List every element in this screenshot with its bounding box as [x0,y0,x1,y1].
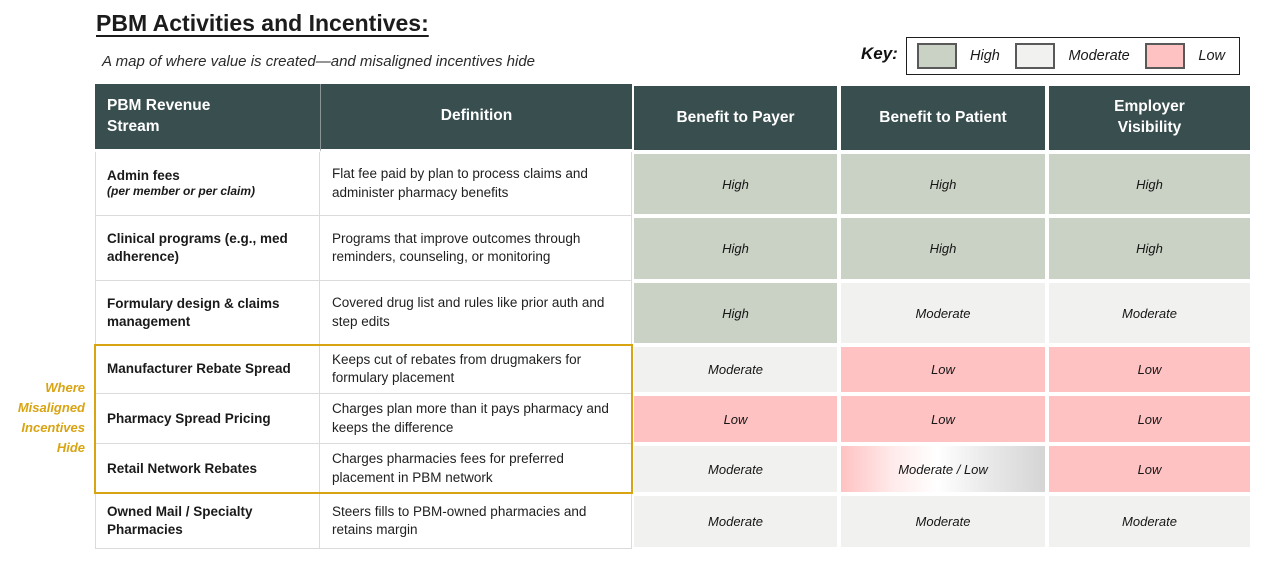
rating-cell-payer: High [632,281,839,345]
definition-text: Charges plan more than it pays pharmacy … [332,401,609,435]
key-legend: High Moderate Low [906,37,1240,75]
rating-cell-employer: High [1047,216,1252,281]
revenue-stream-name: Pharmacy Spread Pricing [107,410,271,426]
rating-cell-employer: High [1047,152,1252,216]
rating-cell-payer: Moderate [632,494,839,549]
rating-cell-patient: Moderate / Low [839,444,1047,494]
revenue-stream-cell: Admin fees (per member or per claim) [95,152,320,216]
revenue-stream-cell: Clinical programs (e.g., med adherence) [95,216,320,281]
definition-text: Charges pharmacies fees for preferred pl… [332,451,564,485]
column-header-revenue-stream: PBM Revenue Stream [95,84,320,152]
rating-cell-payer: High [632,152,839,216]
rating-cell-payer: Moderate [632,444,839,494]
rating-cell-payer: High [632,216,839,281]
definition-text: Programs that improve outcomes through r… [332,230,581,264]
misaligned-incentives-annotation: Where Misaligned Incentives Hide [17,380,85,456]
definition-cell: Steers fills to PBM-owned pharmacies and… [320,494,632,549]
column-header-benefit-to-patient: Benefit to Patient [839,84,1047,152]
rating-cell-employer: Low [1047,345,1252,394]
definition-cell: Keeps cut of rebates from drugmakers for… [320,345,632,394]
column-header-label: Benefit to Payer [676,108,795,126]
key-label: Key: [861,44,898,63]
definition-cell: Charges pharmacies fees for preferred pl… [320,444,632,494]
definition-text: Covered drug list and rules like prior a… [332,295,605,329]
revenue-stream-name: Clinical programs (e.g., med adherence) [107,231,288,264]
rating-cell-patient: High [839,216,1047,281]
column-header-label: Benefit to Patient [879,108,1007,126]
revenue-stream-note: (per member or per claim) [107,184,256,199]
definition-cell: Flat fee paid by plan to process claims … [320,152,632,216]
column-header-label: Employer Visibility [1114,98,1185,136]
rating-cell-patient: Moderate [839,494,1047,549]
page-title: PBM Activities and Incentives: [96,10,429,36]
revenue-stream-cell: Owned Mail / Specialty Pharmacies [95,494,320,549]
revenue-stream-cell: Retail Network Rebates [95,444,320,494]
revenue-stream-cell: Pharmacy Spread Pricing [95,394,320,444]
key-item-label: Low [1198,48,1225,64]
revenue-stream-name: Owned Mail / Specialty Pharmacies [107,504,253,537]
definition-text: Flat fee paid by plan to process claims … [332,166,588,200]
revenue-stream-name: Admin fees [107,167,180,183]
definition-cell: Covered drug list and rules like prior a… [320,281,632,345]
definition-text: Keeps cut of rebates from drugmakers for… [332,351,582,385]
definition-cell: Charges plan more than it pays pharmacy … [320,394,632,444]
column-header-definition: Definition [320,84,632,152]
rating-cell-employer: Low [1047,394,1252,444]
key-item-moderate: Moderate [1015,43,1130,69]
pbm-activities-table: PBM Revenue Stream Definition Benefit to… [95,84,1252,549]
rating-cell-employer: Low [1047,444,1252,494]
rating-cell-payer: Low [632,394,839,444]
rating-cell-patient: High [839,152,1047,216]
page-subtitle: A map of where value is created—and misa… [102,53,536,70]
rating-cell-payer: Moderate [632,345,839,394]
rating-cell-employer: Moderate [1047,281,1252,345]
revenue-stream-cell: Manufacturer Rebate Spread [95,345,320,394]
revenue-stream-name: Formulary design & claims management [107,295,280,329]
key-item-label: Moderate [1068,48,1130,64]
rating-cell-patient: Low [839,345,1047,394]
key-item-low: Low [1145,43,1225,69]
key-item-label: High [970,48,1000,64]
column-header-employer-visibility: Employer Visibility [1047,84,1252,152]
definition-cell: Programs that improve outcomes through r… [320,216,632,281]
column-header-label: PBM Revenue Stream [107,96,211,135]
rating-cell-patient: Low [839,394,1047,444]
column-header-label: Definition [440,107,513,125]
revenue-stream-cell: Formulary design & claims management [95,281,320,345]
rating-cell-employer: Moderate [1047,494,1252,549]
high-color-swatch [917,43,957,69]
key-item-high: High [917,43,1000,69]
low-color-swatch [1145,43,1186,69]
revenue-stream-name: Retail Network Rebates [107,460,258,476]
column-header-benefit-to-payer: Benefit to Payer [632,84,839,152]
definition-text: Steers fills to PBM-owned pharmacies and… [332,503,587,537]
revenue-stream-name: Manufacturer Rebate Spread [107,361,291,377]
moderate-color-swatch [1015,43,1056,69]
rating-cell-patient: Moderate [839,281,1047,345]
